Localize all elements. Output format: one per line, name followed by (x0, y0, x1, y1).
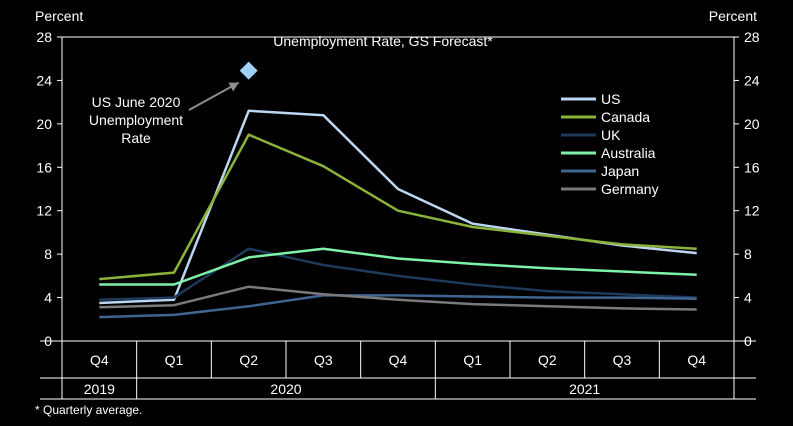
x-year-label: 2020 (270, 381, 301, 397)
footnote: * Quarterly average. (35, 403, 142, 417)
x-quarter-label: Q4 (389, 352, 408, 368)
y-tick-label-right: 0 (744, 333, 752, 349)
y-tick-label-left: 0 (44, 333, 52, 349)
series-line-japan (99, 294, 697, 319)
x-quarter-label: Q2 (538, 352, 557, 368)
y-tick-label-left: 20 (36, 116, 52, 132)
annotation-text-line: US June 2020 (92, 94, 181, 110)
x-quarter-label: Q1 (463, 352, 482, 368)
legend-label-germany: Germany (601, 181, 659, 197)
y-tick-label-right: 28 (744, 29, 760, 45)
series-line-australia (99, 247, 697, 286)
annotation-text-line: Rate (121, 130, 151, 146)
y-tick-label-left: 8 (44, 246, 52, 262)
plot-area (40, 36, 756, 400)
y-tick-label-left: 4 (44, 290, 52, 306)
y-tick-label-left: 12 (36, 203, 52, 219)
annotation-marker-diamond (239, 61, 258, 80)
x-quarter-label: Q4 (687, 352, 706, 368)
right-axis-label: Percent (709, 8, 757, 24)
series-line-canada (99, 133, 697, 281)
y-tick-label-right: 4 (744, 290, 752, 306)
series-line-germany (99, 285, 697, 311)
legend-label-us: US (601, 91, 620, 107)
annotation-arrowhead (228, 82, 239, 92)
x-year-label: 2021 (569, 381, 600, 397)
annotation: US June 2020 Unemployment Rate (89, 61, 258, 146)
legend-label-canada: Canada (601, 109, 650, 125)
x-quarter-label: Q3 (314, 352, 333, 368)
x-quarter-label: Q2 (239, 352, 258, 368)
annotation-text-line: Unemployment (89, 112, 183, 128)
legend-label-uk: UK (601, 127, 621, 143)
legend-label-australia: Australia (601, 145, 656, 161)
y-tick-label-right: 8 (744, 246, 752, 262)
y-tick-label-right: 16 (744, 159, 760, 175)
x-quarter-label: Q3 (613, 352, 632, 368)
chart-title: Unemployment Rate, GS Forecast* (273, 33, 493, 49)
x-quarter-label: Q4 (90, 352, 109, 368)
y-tick-label-right: 12 (744, 203, 760, 219)
annotation-arrow (188, 81, 240, 111)
y-tick-label-right: 20 (744, 116, 760, 132)
x-quarter-label: Q1 (165, 352, 184, 368)
legend-label-japan: Japan (601, 163, 639, 179)
series-line-uk (99, 247, 697, 301)
y-tick-label-left: 16 (36, 159, 52, 175)
legend: US Canada UK Australia Japan Germany (561, 91, 659, 197)
y-tick-label-left: 24 (36, 72, 52, 88)
series-lines (99, 109, 697, 319)
left-axis-label: Percent (35, 8, 83, 24)
y-tick-label-right: 24 (744, 72, 760, 88)
x-year-label: 2019 (84, 381, 115, 397)
y-tick-label-left: 28 (36, 29, 52, 45)
